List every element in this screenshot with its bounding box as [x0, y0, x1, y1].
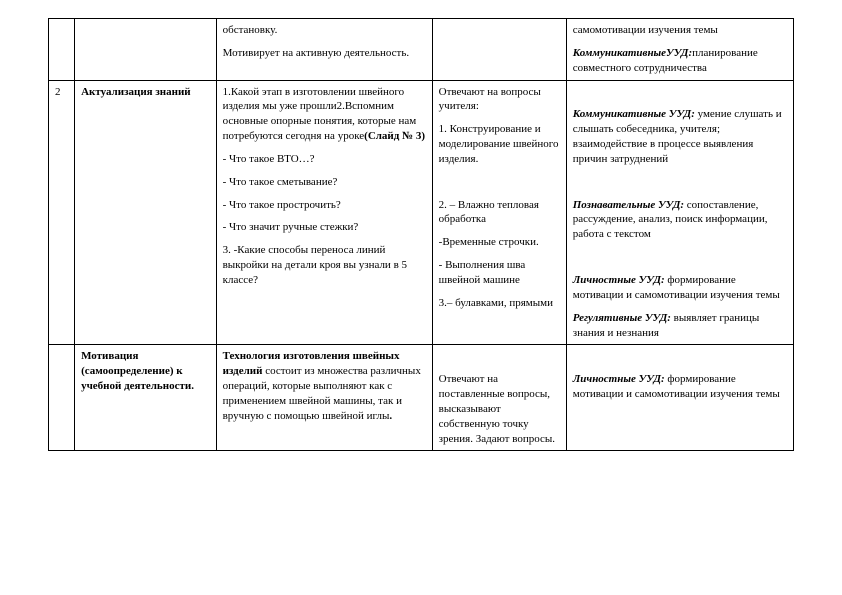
text: - Что такое прострочить?	[223, 198, 426, 213]
uud-label: КоммуникативныеУУД:	[573, 47, 692, 59]
cell-stage	[75, 19, 217, 81]
table-row: 2 Актуализация знаний 1.Какой этап в изг…	[49, 80, 794, 345]
cell-uud: Личностные УУД: формирование мотивации и…	[566, 345, 793, 451]
cell-stage: Актуализация знаний	[75, 80, 217, 345]
cell-number	[49, 345, 75, 451]
lesson-plan-table: обстановку. Мотивирует на активную деяте…	[48, 18, 794, 451]
cell-teacher-activity: Технология изготовления швейных изделий …	[216, 345, 432, 451]
uud-label: Регулятивные УУД:	[573, 312, 671, 324]
cell-student-activity: Отвечают на вопросы учителя: 1. Конструи…	[432, 80, 566, 345]
text: 3.– булавками, прямыми	[439, 296, 560, 311]
text: Технология изготовления швейных изделий …	[223, 349, 426, 423]
text: - Что такое ВТО…?	[223, 152, 426, 167]
uud-label: Личностные УУД:	[573, 274, 665, 286]
text: 1. Конструирование и моделирование швейн…	[439, 122, 560, 167]
text: обстановку.	[223, 23, 426, 38]
text: - Что значит ручные стежки?	[223, 220, 426, 235]
text	[573, 175, 787, 190]
text	[573, 349, 787, 364]
uud-label: Личностные УУД:	[573, 373, 665, 385]
cell-teacher-activity: 1.Какой этап в изготовлении швейного изд…	[216, 80, 432, 345]
text: Мотивирует на активную деятельность.	[223, 46, 426, 61]
text: Коммуникативные УУД: умение слушать и сл…	[573, 107, 787, 166]
table-row: обстановку. Мотивирует на активную деяте…	[49, 19, 794, 81]
uud-label: Коммуникативные УУД:	[573, 108, 695, 120]
text: Отвечают на поставленные вопросы, высказ…	[439, 372, 560, 446]
text	[573, 250, 787, 265]
text: 2. – Влажно тепловая обработка	[439, 198, 560, 228]
text-bold: .	[389, 410, 392, 422]
text: самомотивации изучения темы	[573, 23, 787, 38]
text	[439, 349, 560, 364]
cell-number: 2	[49, 80, 75, 345]
uud-label: Познавательные УУД:	[573, 199, 684, 211]
cell-uud: Коммуникативные УУД: умение слушать и сл…	[566, 80, 793, 345]
text: 1.Какой этап в изготовлении швейного изд…	[223, 85, 426, 144]
cell-stage: Мотивация (самоопределение) к учебной де…	[75, 345, 217, 451]
text: Личностные УУД: формирование мотивации и…	[573, 372, 787, 402]
text: - Выполнения шва швейной машине	[439, 258, 560, 288]
text: КоммуникативныеУУД:планирование совместн…	[573, 46, 787, 76]
stage-title: Актуализация знаний	[81, 86, 191, 98]
slide-ref: (Слайд № 3)	[364, 130, 425, 142]
text	[439, 175, 560, 190]
page: обстановку. Мотивирует на активную деяте…	[0, 0, 842, 481]
text: Личностные УУД: формирование мотивации и…	[573, 273, 787, 303]
text: -Временные строчки.	[439, 235, 560, 250]
table-row: Мотивация (самоопределение) к учебной де…	[49, 345, 794, 451]
text: 3. -Какие способы переноса линий выкройк…	[223, 243, 426, 288]
text: Познавательные УУД: сопоставление, рассу…	[573, 198, 787, 243]
cell-student-activity: Отвечают на поставленные вопросы, высказ…	[432, 345, 566, 451]
stage-title: Мотивация (самоопределение) к учебной де…	[81, 350, 194, 392]
cell-teacher-activity: обстановку. Мотивирует на активную деяте…	[216, 19, 432, 81]
text: - Что такое сметывание?	[223, 175, 426, 190]
cell-uud: самомотивации изучения темы Коммуникатив…	[566, 19, 793, 81]
cell-student-activity	[432, 19, 566, 81]
text	[573, 85, 787, 100]
cell-number	[49, 19, 75, 81]
text: Регулятивные УУД: выявляет границы знани…	[573, 311, 787, 341]
text: Отвечают на вопросы учителя:	[439, 85, 560, 115]
